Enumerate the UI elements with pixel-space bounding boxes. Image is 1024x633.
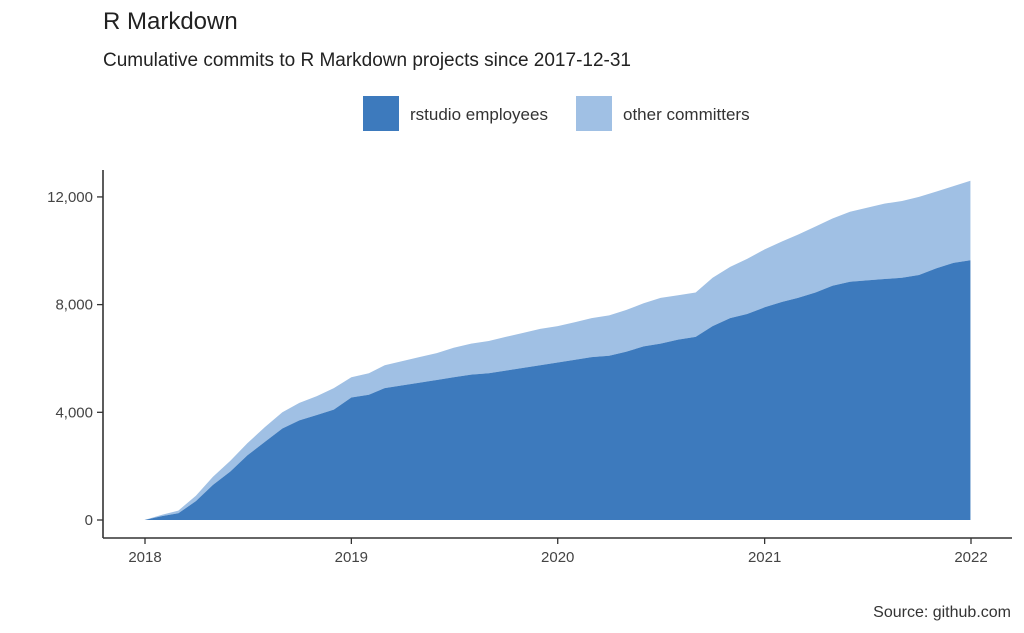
legend-swatch-rstudio-employees (363, 96, 399, 131)
y-axis-ticks: 0 4,000 8,000 12,000 (47, 189, 103, 529)
x-tick-label-2022: 2022 (954, 549, 987, 566)
x-tick-label-2021: 2021 (748, 549, 781, 566)
legend-label-other-committers: other committers (623, 105, 750, 124)
legend-swatch-other-committers (576, 96, 612, 131)
area-rstudio-employees (144, 260, 971, 520)
area-other-committers (144, 180, 971, 520)
y-tick-label-8000: 8,000 (55, 297, 93, 314)
chart-subtitle: Cumulative commits to R Markdown project… (103, 50, 631, 71)
x-tick-label-2020: 2020 (541, 549, 574, 566)
y-tick-label-4000: 4,000 (55, 404, 93, 421)
legend: rstudio employees other committers (363, 96, 750, 131)
chart-title: R Markdown (103, 8, 238, 35)
x-axis-ticks: 2018 2019 2020 2021 2022 (128, 538, 988, 566)
y-tick-label-12000: 12,000 (47, 189, 93, 206)
legend-label-rstudio-employees: rstudio employees (410, 105, 548, 124)
x-tick-label-2018: 2018 (128, 549, 161, 566)
x-tick-label-2019: 2019 (335, 549, 368, 566)
area-layer (144, 180, 971, 520)
y-tick-label-0: 0 (85, 512, 93, 529)
chart-caption: Source: github.com (873, 604, 1011, 621)
